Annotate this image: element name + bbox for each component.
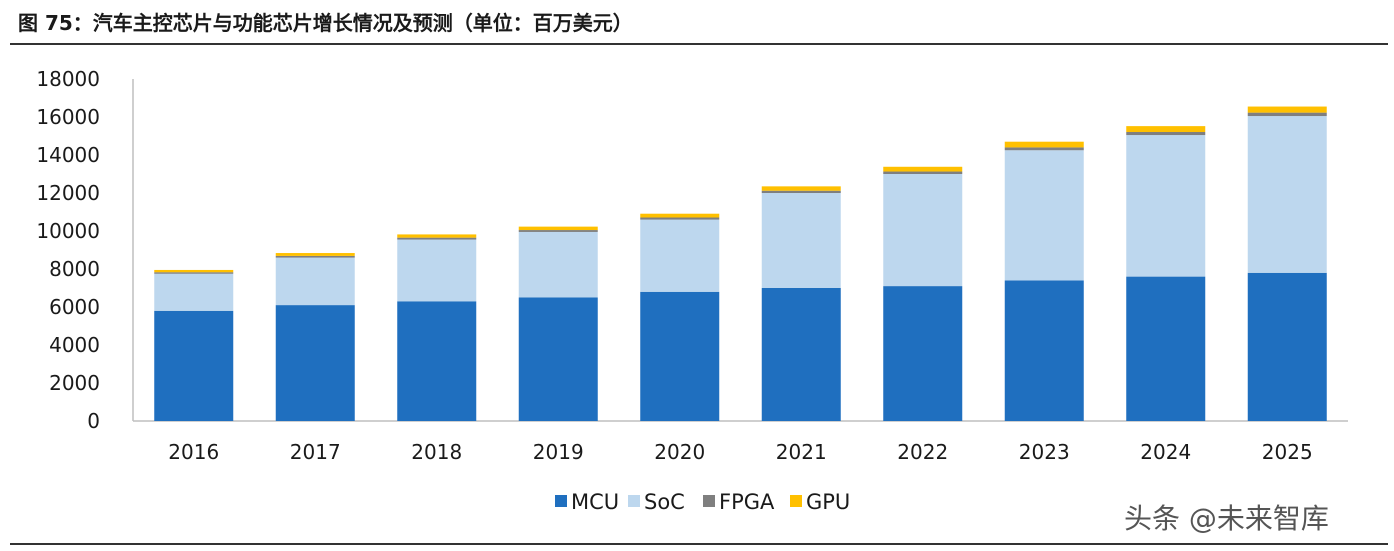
bar-mcu-2018 — [397, 301, 477, 421]
bar-gpu-2023 — [1004, 141, 1084, 148]
bar-fpga-2025 — [1247, 112, 1327, 117]
bar-mcu-2017 — [275, 305, 355, 421]
bar-soc-2023 — [1004, 150, 1084, 281]
bar-gpu-2020 — [640, 213, 720, 218]
y-tick-label: 18000 — [36, 67, 100, 91]
bar-soc-2024 — [1126, 135, 1206, 277]
bar-gpu-2021 — [761, 186, 841, 191]
bar-mcu-2019 — [518, 297, 598, 421]
bar-fpga-2017 — [275, 255, 355, 258]
bar-soc-2021 — [761, 193, 841, 288]
x-tick-label: 2016 — [168, 440, 219, 464]
bar-fpga-2019 — [518, 230, 598, 232]
bar-fpga-2021 — [761, 190, 841, 193]
watermark: 头条 @未来智库 — [1124, 502, 1329, 535]
bar-mcu-2024 — [1126, 276, 1206, 421]
title-divider — [10, 43, 1388, 45]
y-tick-label: 4000 — [49, 333, 100, 357]
legend-swatch-fpga — [703, 495, 715, 507]
y-tick-label: 14000 — [36, 143, 100, 167]
y-tick-labels: 0 2000 4000 6000 8000 10000 12000 14000 16000 180… — [36, 67, 100, 433]
x-tick-label: 2020 — [654, 440, 705, 464]
bar-mcu-2021 — [761, 288, 841, 421]
y-tick-label: 8000 — [49, 257, 100, 281]
x-tick-label: 2024 — [1140, 440, 1191, 464]
y-tick-label: 2000 — [49, 371, 100, 395]
figure-title: 图 75：汽车主控芯片与功能芯片增长情况及预测（单位：百万美元） — [18, 11, 633, 35]
legend-label-gpu: GPU — [806, 490, 850, 514]
y-tick-label: 12000 — [36, 181, 100, 205]
y-tick-label: 16000 — [36, 105, 100, 129]
bar-mcu-2022 — [883, 286, 963, 421]
legend-swatch-gpu — [790, 495, 802, 507]
bar-fpga-2022 — [883, 171, 963, 174]
x-tick-labels: 2016 2017 2018 2019 2020 2021 2022 2023 2024 2025 — [168, 440, 1312, 464]
y-tick-label: 10000 — [36, 219, 100, 243]
bar-mcu-2023 — [1004, 280, 1084, 421]
legend-swatch-soc — [628, 495, 640, 507]
x-tick-label: 2017 — [290, 440, 341, 464]
legend-label-mcu: MCU — [571, 490, 619, 514]
bar-mcu-2016 — [154, 310, 234, 421]
y-tick-label: 6000 — [49, 295, 100, 319]
bar-gpu-2016 — [154, 269, 234, 273]
legend: MCU SoC FPGA GPU — [555, 490, 850, 514]
y-tick-label: 0 — [87, 409, 100, 433]
bar-gpu-2022 — [883, 166, 963, 172]
bar-fpga-2018 — [397, 237, 477, 240]
x-tick-label: 2021 — [776, 440, 827, 464]
bar-gpu-2018 — [397, 234, 477, 238]
bar-soc-2022 — [883, 174, 963, 287]
bottom-divider — [10, 543, 1388, 545]
x-tick-label: 2018 — [411, 440, 462, 464]
bar-soc-2016 — [154, 273, 234, 311]
bar-fpga-2024 — [1126, 132, 1206, 136]
bar-gpu-2017 — [275, 253, 355, 256]
bar-mcu-2020 — [640, 291, 720, 421]
legend-label-soc: SoC — [644, 490, 685, 514]
bar-soc-2017 — [275, 257, 355, 306]
bar-soc-2025 — [1247, 116, 1327, 273]
bar-soc-2018 — [397, 239, 477, 302]
bars — [154, 106, 1327, 421]
x-tick-label: 2019 — [533, 440, 584, 464]
legend-swatch-mcu — [555, 495, 567, 507]
bar-soc-2020 — [640, 219, 720, 292]
bar-gpu-2025 — [1247, 106, 1327, 113]
x-tick-label: 2023 — [1019, 440, 1070, 464]
bar-fpga-2020 — [640, 217, 720, 220]
bar-gpu-2019 — [518, 226, 598, 231]
x-tick-label: 2025 — [1262, 440, 1313, 464]
x-tick-label: 2022 — [897, 440, 948, 464]
legend-label-fpga: FPGA — [719, 490, 775, 514]
bar-fpga-2016 — [154, 272, 234, 274]
bar-mcu-2025 — [1247, 272, 1327, 421]
bar-fpga-2023 — [1004, 147, 1084, 151]
bar-gpu-2024 — [1126, 126, 1206, 133]
bar-soc-2019 — [518, 231, 598, 298]
